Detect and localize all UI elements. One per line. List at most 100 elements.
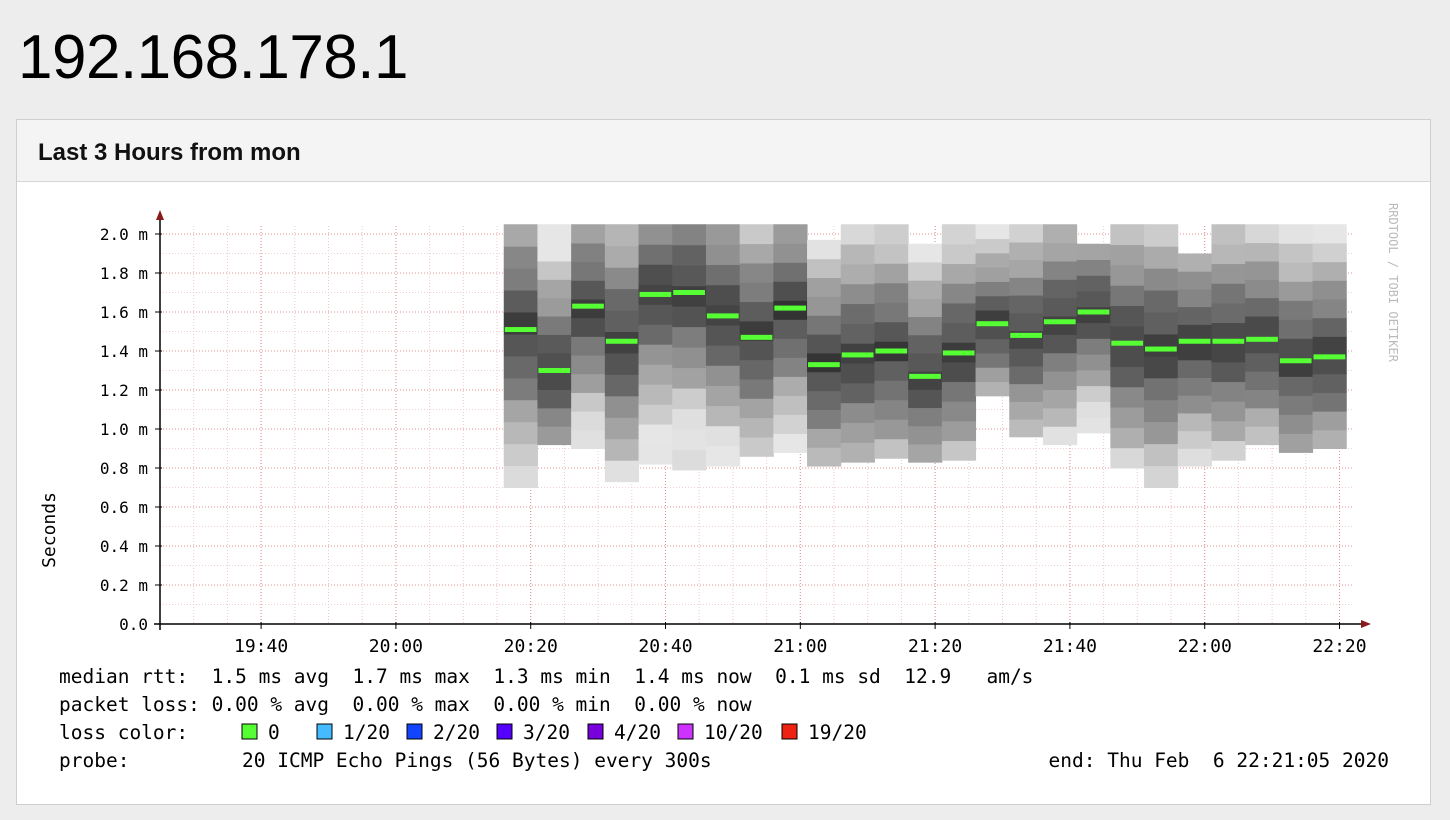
smoke-band xyxy=(1009,312,1044,332)
smoke-band xyxy=(1312,373,1347,393)
smoke-band xyxy=(739,436,774,457)
smoke-band xyxy=(638,304,673,325)
smoke-band xyxy=(1245,224,1280,244)
smoke-band xyxy=(1177,253,1212,272)
graph-panel: Last 3 Hours from mon 0.0 0.2 m 0.4 m 0.6 m… xyxy=(16,119,1431,805)
smoke-band xyxy=(1278,376,1314,396)
smoke-band xyxy=(672,449,707,471)
smoke-band xyxy=(874,419,909,440)
smoke-band xyxy=(1211,342,1246,363)
smoke-band xyxy=(1144,377,1179,401)
smoke-band xyxy=(1211,361,1246,383)
median-lines xyxy=(504,290,1346,379)
smoke-band xyxy=(1076,401,1111,418)
loss-legend-item: 0 xyxy=(241,721,280,744)
smoke-band xyxy=(1177,359,1212,378)
smoke-band xyxy=(807,428,842,448)
smoke-band xyxy=(604,267,640,290)
smoke-band xyxy=(1278,243,1314,263)
x-tick-label: 22:00 xyxy=(1178,636,1232,657)
smoke-band xyxy=(571,392,606,412)
smoke-band xyxy=(1312,299,1347,319)
smoke-band xyxy=(1278,300,1314,320)
smoke-band xyxy=(1144,268,1179,291)
probe-label: probe: xyxy=(59,749,129,772)
smoke-band xyxy=(840,382,875,404)
smoke-bar xyxy=(1009,224,1044,438)
smoke-band xyxy=(1009,383,1044,402)
median-marker xyxy=(504,327,537,333)
smoke-band xyxy=(1110,427,1145,449)
smoke-band xyxy=(1177,342,1212,361)
smoke-band xyxy=(705,244,741,266)
smoke-band xyxy=(537,371,572,391)
smoke-band xyxy=(1211,381,1246,402)
smoke-band xyxy=(1009,401,1044,420)
smoke-band xyxy=(908,443,943,463)
y-tick-label: 1.6 m xyxy=(100,303,148,322)
smoke-bar xyxy=(807,239,842,467)
median-marker xyxy=(1313,354,1346,360)
smoke-band xyxy=(571,355,606,375)
loss-legend-item: 19/20 xyxy=(781,721,867,744)
median-marker xyxy=(639,291,672,297)
smoke-band xyxy=(1144,355,1179,379)
smoke-band xyxy=(1211,283,1246,304)
y-tick-label: 0.6 m xyxy=(100,498,148,517)
loss-color-swatch xyxy=(316,723,333,740)
smoke-band xyxy=(537,242,572,262)
median-marker xyxy=(942,350,975,356)
smoke-band xyxy=(773,395,808,415)
smoke-band xyxy=(1177,430,1212,449)
smoke-band xyxy=(975,281,1010,297)
smoke-band xyxy=(571,261,606,281)
median-marker xyxy=(1212,338,1245,344)
smoke-band xyxy=(739,378,774,399)
y-tick-label: 0.0 xyxy=(119,615,148,634)
smoke-band xyxy=(604,438,640,461)
smoke-band xyxy=(638,404,673,425)
smoke-band xyxy=(537,334,572,354)
smoke-band xyxy=(1110,285,1145,306)
smoke-bar xyxy=(908,243,943,463)
smoke-bar xyxy=(604,224,640,483)
loss-legend-item: 10/20 xyxy=(677,721,763,744)
smoke-band xyxy=(1278,433,1314,453)
smoke-band xyxy=(1076,338,1111,355)
smoke-band xyxy=(1144,333,1179,357)
smoke-band xyxy=(1009,348,1044,367)
loss-color-label: loss color: xyxy=(59,721,188,744)
smoke-band xyxy=(908,334,943,354)
smoke-bar xyxy=(1144,224,1179,488)
smoke-band xyxy=(1042,407,1078,427)
smoke-band xyxy=(1177,395,1212,414)
loss-color-label-value: 1/20 xyxy=(343,721,390,744)
smoke-band xyxy=(1009,259,1044,278)
smoke-band xyxy=(739,224,774,245)
smoke-band xyxy=(604,374,640,397)
smoke-band xyxy=(908,407,943,427)
smoke-band xyxy=(975,352,1010,368)
smoke-band xyxy=(705,345,741,366)
smoke-band xyxy=(1042,224,1078,244)
smoke-band xyxy=(1110,407,1145,428)
smoke-band xyxy=(807,371,842,392)
smoke-band xyxy=(1245,279,1280,299)
smoke-band xyxy=(1211,401,1246,422)
smoke-band xyxy=(874,224,909,245)
x-tick-label: 20:00 xyxy=(369,636,423,657)
smoke-band xyxy=(1278,224,1314,244)
median-marker xyxy=(808,362,840,368)
smoke-band xyxy=(503,421,538,445)
smoke-band xyxy=(638,324,673,345)
smoke-bar xyxy=(1245,224,1280,446)
smoke-band xyxy=(638,264,673,285)
smoke-band xyxy=(975,310,1010,325)
smoke-band xyxy=(739,243,774,264)
smoke-band xyxy=(537,389,572,409)
smoke-band xyxy=(1009,419,1044,438)
smoke-band xyxy=(1110,346,1145,367)
smoke-band xyxy=(705,325,741,346)
smoke-band xyxy=(1009,365,1044,385)
loss-color-label-value: 0 xyxy=(268,721,280,744)
